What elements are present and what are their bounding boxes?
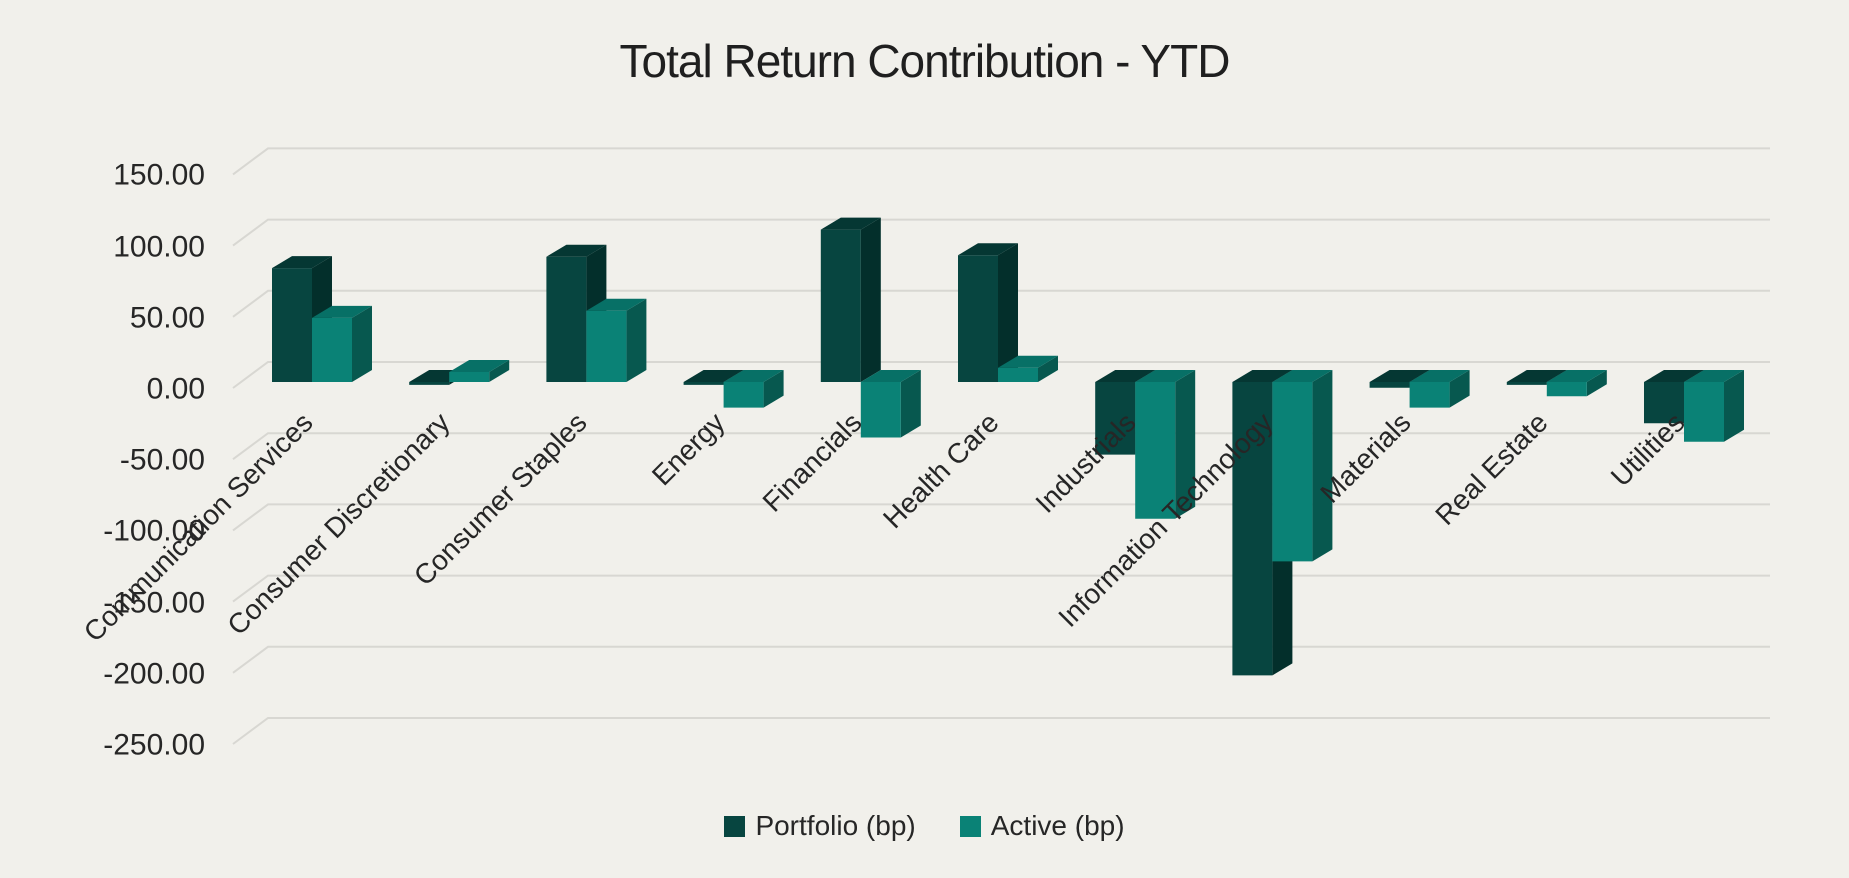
bar-top-face xyxy=(958,243,1018,256)
bar-side-face xyxy=(1038,355,1058,382)
bar-front-face xyxy=(1272,382,1313,562)
bar-front-face xyxy=(820,229,861,382)
bar-active-communication-services[interactable] xyxy=(312,305,372,382)
legend-label: Active (bp) xyxy=(990,810,1125,841)
bar-front-face xyxy=(586,310,627,382)
bar-top-face xyxy=(820,217,881,230)
y-tick-label: -150.00 xyxy=(103,585,205,619)
bar-top-face xyxy=(1272,370,1333,382)
bar-top-face xyxy=(998,355,1058,368)
bar-top-face xyxy=(546,244,607,257)
bar-top-face xyxy=(449,360,510,373)
bar-top-face xyxy=(1409,370,1470,382)
legend-swatch-active xyxy=(959,815,981,837)
bar-front-face xyxy=(1546,382,1587,397)
legend: Portfolio (bp) Active (bp) xyxy=(0,810,1849,842)
bar-active-materials[interactable] xyxy=(1409,370,1470,408)
y-tick-label: 50.00 xyxy=(129,301,205,335)
bar-front-face xyxy=(1135,382,1176,519)
chart-title: Total Return Contribution - YTD xyxy=(619,35,1231,87)
bar-side-face xyxy=(860,217,881,382)
bar-side-face xyxy=(1586,370,1607,397)
bar-front-face xyxy=(860,382,901,438)
bar-active-consumer-staples[interactable] xyxy=(586,298,647,382)
bar-front-face xyxy=(683,382,724,385)
bar-side-face xyxy=(1449,370,1470,408)
gridline xyxy=(232,717,1770,745)
bar-active-consumer-discretionary[interactable] xyxy=(449,360,510,382)
bar-side-face xyxy=(489,360,510,382)
bar-front-face xyxy=(1232,382,1273,676)
bar-portfolio-financials[interactable] xyxy=(820,217,881,382)
bar-front-face xyxy=(1684,382,1724,442)
bar-side-face xyxy=(1724,370,1744,442)
y-tick-label: 0.00 xyxy=(146,372,205,406)
bar-top-face xyxy=(1546,370,1607,382)
bar-active-information-technology[interactable] xyxy=(1272,370,1333,562)
y-tick-label: 150.00 xyxy=(113,158,205,192)
bar-top-face xyxy=(272,256,332,269)
bar-active-real-estate[interactable] xyxy=(1546,370,1607,397)
bar-front-face xyxy=(409,382,450,385)
bar-front-face xyxy=(312,317,352,382)
bar-side-face xyxy=(626,298,647,382)
bar-side-face xyxy=(998,243,1018,382)
bar-top-face xyxy=(586,298,647,311)
bar-front-face xyxy=(1369,382,1410,388)
gridline xyxy=(232,361,1770,389)
y-tick-label: -200.00 xyxy=(103,657,205,691)
bar-front-face xyxy=(723,382,764,408)
legend-item-portfolio[interactable]: Portfolio (bp) xyxy=(724,810,916,842)
bar-active-energy[interactable] xyxy=(723,370,784,408)
bar-front-face xyxy=(1644,382,1684,424)
y-tick-label: 100.00 xyxy=(113,229,205,263)
bar-active-industrials[interactable] xyxy=(1135,370,1196,519)
bar-side-face xyxy=(763,370,784,408)
bar-front-face xyxy=(1506,382,1547,385)
gridline xyxy=(232,218,1770,247)
gridline xyxy=(232,289,1770,318)
bar-active-financials[interactable] xyxy=(860,370,921,438)
bar-active-health-care[interactable] xyxy=(998,355,1058,382)
bar-side-face xyxy=(1175,370,1196,519)
bar-side-face xyxy=(900,370,921,438)
bar-front-face xyxy=(449,372,490,382)
bar-active-utilities[interactable] xyxy=(1684,370,1744,442)
y-tick-label: -100.00 xyxy=(103,514,205,548)
bar-front-face xyxy=(958,255,998,382)
legend-item-active[interactable]: Active (bp) xyxy=(959,810,1125,842)
bar-side-face xyxy=(1312,370,1333,562)
bar-portfolio-health-care[interactable] xyxy=(958,243,1018,382)
bar-front-face xyxy=(546,256,587,382)
bar-top-face xyxy=(860,370,921,382)
legend-swatch-portfolio xyxy=(724,815,746,837)
bar-front-face xyxy=(1409,382,1450,408)
gridline xyxy=(232,147,1770,176)
bar-top-face xyxy=(312,305,372,318)
bar-front-face xyxy=(998,367,1038,382)
bar-side-face xyxy=(352,305,372,382)
bar-front-face xyxy=(272,268,312,382)
legend-label: Portfolio (bp) xyxy=(755,810,916,841)
bar-top-face xyxy=(1135,370,1196,382)
bar-top-face xyxy=(723,370,784,382)
bar-top-face xyxy=(1684,370,1744,382)
y-tick-label: -50.00 xyxy=(119,443,205,477)
y-tick-label: -250.00 xyxy=(103,728,205,762)
bar-front-face xyxy=(1095,382,1136,455)
